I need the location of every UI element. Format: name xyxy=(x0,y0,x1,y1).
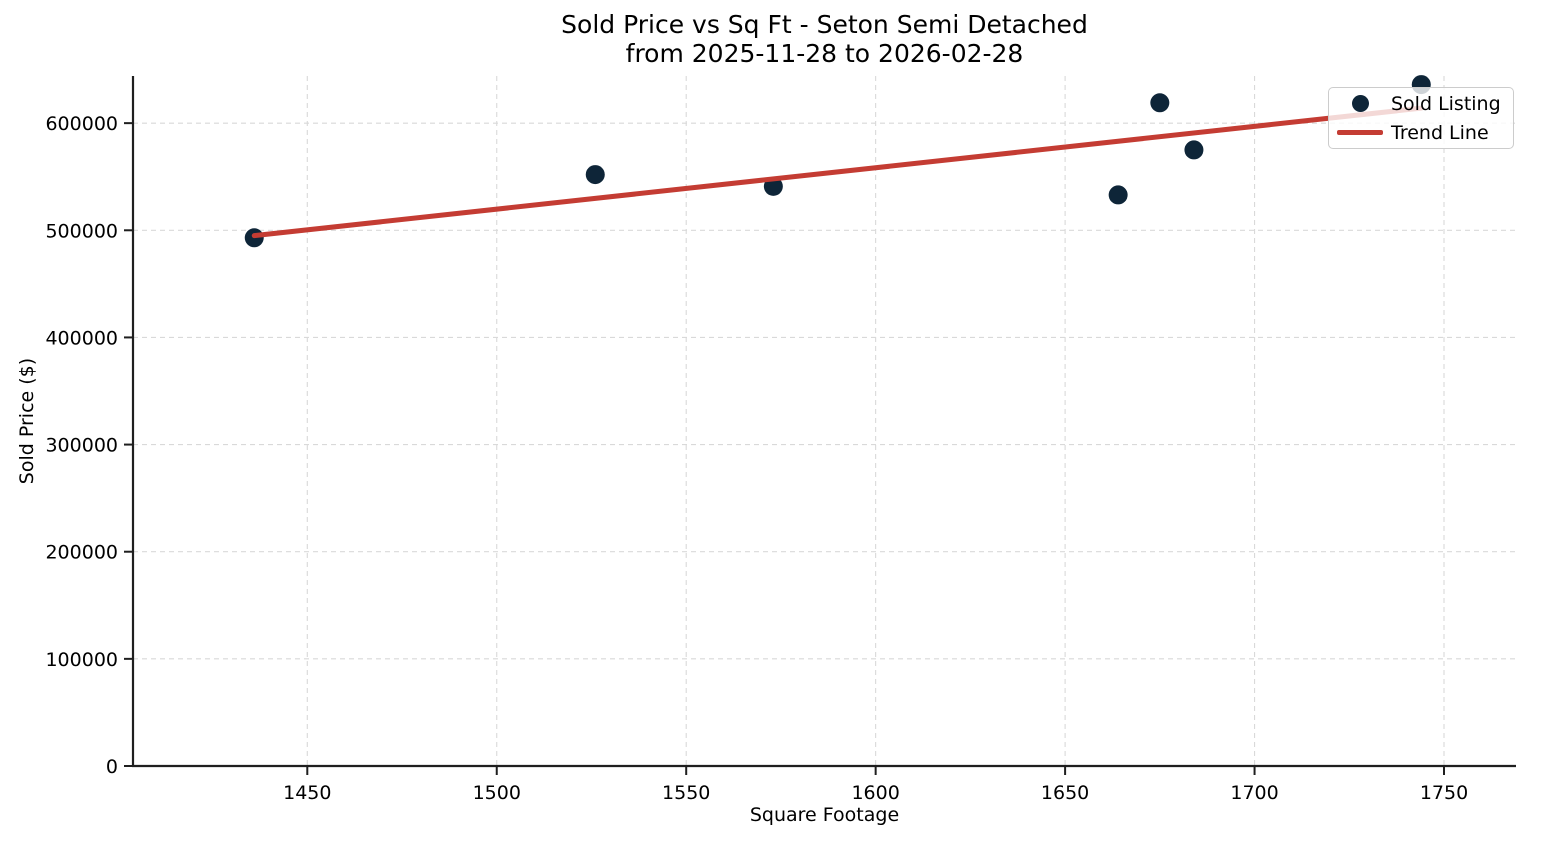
y-tick-label: 200000 xyxy=(45,542,118,564)
legend-marker-cell xyxy=(1329,95,1391,112)
legend-label-trend-line: Trend Line xyxy=(1391,121,1489,144)
legend-marker-cell xyxy=(1329,130,1391,135)
chart-title-line2: from 2025-11-28 to 2026-02-28 xyxy=(625,39,1024,68)
x-tick-label: 1750 xyxy=(1420,782,1468,804)
trend-line xyxy=(251,105,1424,239)
legend: Sold Listing Trend Line xyxy=(1328,87,1514,149)
scatter-point xyxy=(585,165,605,185)
y-tick-label: 0 xyxy=(106,756,118,778)
y-tick-label: 100000 xyxy=(45,649,118,671)
legend-item-sold-listing: Sold Listing xyxy=(1329,93,1513,115)
sold-listing-dot-icon xyxy=(1351,95,1369,112)
y-tick-label: 600000 xyxy=(45,113,118,135)
y-tick-label: 400000 xyxy=(45,327,118,349)
scatter-point xyxy=(1150,93,1170,113)
x-tick-label: 1550 xyxy=(662,782,710,804)
legend-item-trend-line: Trend Line xyxy=(1329,122,1513,144)
y-tick-label: 300000 xyxy=(45,435,118,457)
chart-title-line1: Sold Price vs Sq Ft - Seton Semi Detache… xyxy=(561,10,1088,39)
legend-label-sold-listing: Sold Listing xyxy=(1391,92,1501,115)
x-tick-label: 1450 xyxy=(283,782,331,804)
y-tick-label: 500000 xyxy=(45,220,118,242)
trend-line-sample-icon xyxy=(1337,130,1383,135)
x-tick-label: 1700 xyxy=(1230,782,1278,804)
x-tick-label: 1600 xyxy=(851,782,899,804)
x-tick-label: 1650 xyxy=(1041,782,1089,804)
x-axis-label: Square Footage xyxy=(749,804,900,826)
scatter-point xyxy=(1108,185,1128,205)
x-tick-label: 1500 xyxy=(473,782,521,804)
y-axis-label: Sold Price ($) xyxy=(16,357,38,485)
chart-title: Sold Price vs Sq Ft - Seton Semi Detache… xyxy=(133,10,1516,68)
scatter-point xyxy=(1184,140,1204,160)
